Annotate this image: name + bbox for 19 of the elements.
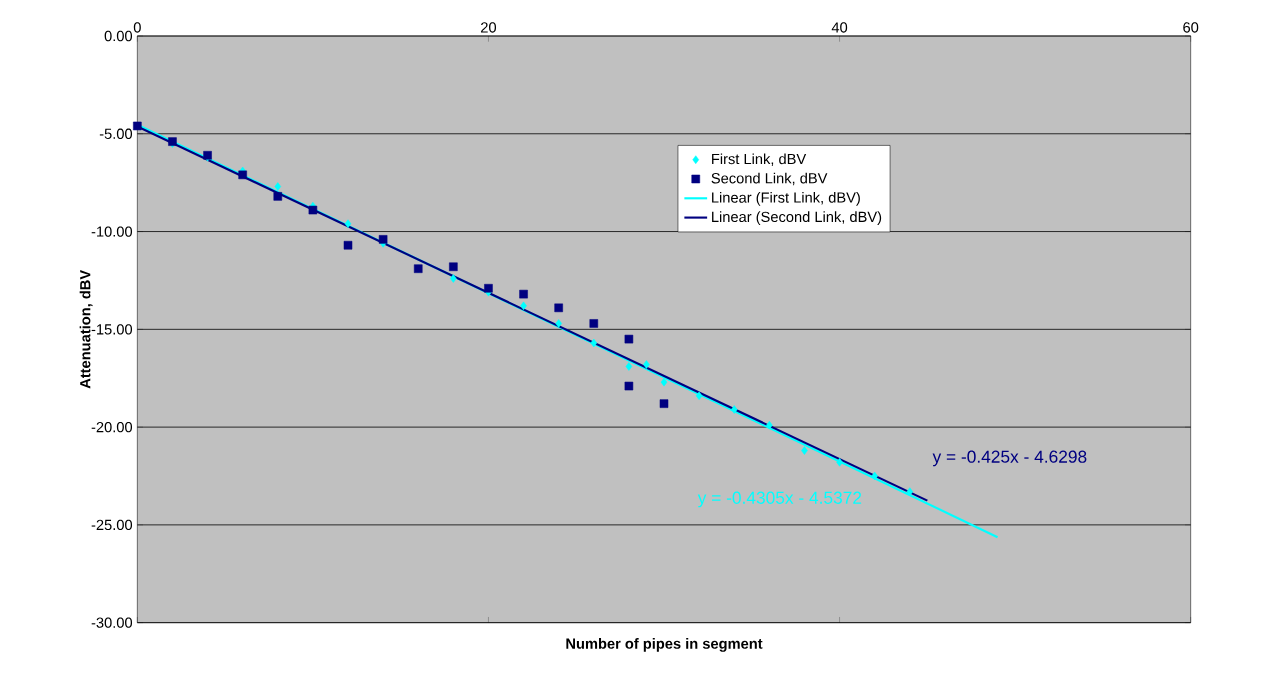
annotation: y = -0.425x - 4.6298 <box>932 450 1087 467</box>
y-tick-label: -10.00 <box>91 226 133 237</box>
legend-label: Linear (First Link, dBV) <box>712 191 860 206</box>
y-tick-label: -20.00 <box>91 421 133 433</box>
legend-label: Linear (Second Link, dBV) <box>712 211 882 225</box>
x-tick-label: 0 <box>133 22 141 33</box>
x-axis-title: Number of pipes in segment <box>566 638 763 652</box>
legend-label: First Link, dBV <box>712 153 807 166</box>
y-tick-label: -30.00 <box>91 617 133 628</box>
x-tick-label: 60 <box>1183 22 1199 33</box>
legend-label: Second Link, dBV <box>711 172 828 186</box>
x-tick-label: 20 <box>481 22 497 33</box>
y-tick-label: 0.00 <box>104 30 133 42</box>
y-tick-label: -15.00 <box>91 324 133 335</box>
annotation: y = -0.4305x - 4.5372 <box>697 491 862 508</box>
y-tick-label: -5.00 <box>99 128 133 139</box>
y-tick-label: -25.00 <box>91 519 133 531</box>
x-tick-label: 40 <box>831 22 848 33</box>
y-axis-title: Attenuation, dBV <box>79 269 93 389</box>
